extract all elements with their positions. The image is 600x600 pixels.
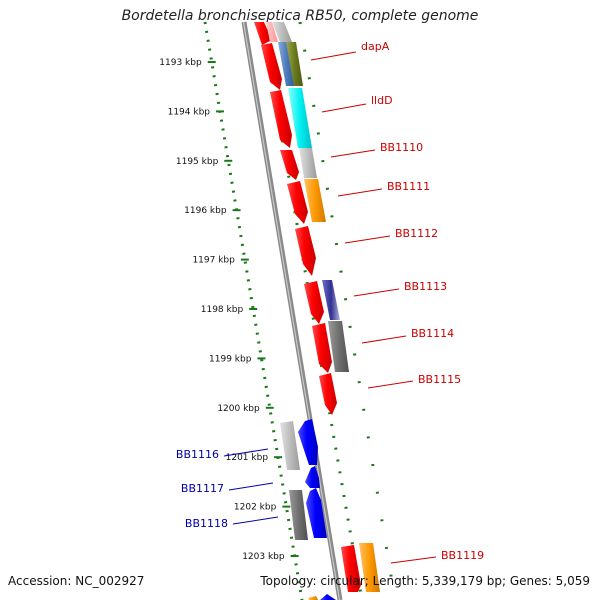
ruler-tick-label: 1196 kbp: [184, 206, 227, 216]
gene-leader-line: [228, 482, 274, 491]
gene-block-dapA-olive[interactable]: [286, 42, 303, 86]
gene-block-BB1113-navy[interactable]: [322, 280, 340, 320]
gene-label-bb1114[interactable]: BB1114: [411, 327, 454, 340]
accession-text: Accession: NC_002927: [8, 574, 145, 588]
gene-arrow-BB1111[interactable]: [287, 181, 308, 224]
gene-label-bb1113[interactable]: BB1113: [404, 280, 447, 293]
ruler-tick-label: 1199 kbp: [209, 354, 252, 364]
gene-leader-line: [344, 235, 391, 244]
gene-block-BB1118-dgray[interactable]: [289, 490, 308, 540]
gene-block-bottom-partial[interactable]: [308, 596, 318, 600]
gene-block-BB1114-dgray[interactable]: [328, 321, 349, 372]
gene-leader-line: [367, 380, 414, 389]
gene-leader-line: [223, 448, 269, 457]
gene-block-BB1116-gray[interactable]: [280, 421, 300, 470]
gene-leader-line: [337, 188, 383, 197]
gene-arrow-BB1115[interactable]: [319, 373, 337, 415]
gene-leader-line: [232, 516, 279, 525]
gene-arrow-BB1116[interactable]: [298, 419, 318, 465]
genome-summary-text: Topology: circular; Length: 5,339,179 bp…: [260, 574, 590, 588]
map-title: Bordetella bronchiseptica RB50, complete…: [121, 8, 479, 24]
gene-arrow-BB1110[interactable]: [280, 150, 299, 180]
gene-block-lldD-cyan[interactable]: [288, 88, 312, 148]
gene-arrow-BB1118[interactable]: [306, 488, 327, 538]
gene-label-bb1110[interactable]: BB1110: [380, 141, 423, 154]
ruler-tick-label: 1200 kbp: [217, 404, 260, 414]
ruler-tick-label: 1198 kbp: [201, 305, 244, 315]
gene-label-bb1119[interactable]: BB1119: [441, 549, 484, 562]
gene-leader-line: [321, 103, 367, 113]
ruler-tick-label: 1202 kbp: [234, 503, 277, 513]
gene-leader-line: [310, 51, 357, 61]
gene-leader-line: [390, 556, 437, 564]
gene-label-bb1118[interactable]: BB1118: [185, 517, 228, 530]
gene-block-top-gray[interactable]: [272, 22, 292, 42]
gene-leader-line: [361, 335, 407, 344]
gene-label-lldd[interactable]: lldD: [371, 94, 393, 107]
gene-arrow-dapA[interactable]: [261, 43, 282, 90]
gene-label-dapa[interactable]: dapA: [361, 40, 390, 53]
gene-block-dapA-steel[interactable]: [278, 42, 296, 86]
gene-arrow-bottom-partial[interactable]: [320, 594, 336, 600]
gene-label-bb1117[interactable]: BB1117: [181, 482, 224, 495]
gene-arrow-BB1114[interactable]: [312, 323, 332, 373]
gene-arrow-BB1113[interactable]: [304, 281, 324, 324]
gene-block-BB1110-gray[interactable]: [299, 148, 317, 178]
gene-arrow-BB1119[interactable]: [341, 545, 361, 592]
gene-arrow-lldD[interactable]: [270, 90, 292, 148]
gene-leader-line: [353, 288, 400, 297]
ruler-tick-label: 1201 kbp: [226, 453, 269, 463]
ruler-tick-label: 1197 kbp: [192, 256, 235, 266]
gene-block-BB1111-orange[interactable]: [304, 179, 326, 222]
gene-label-bb1112[interactable]: BB1112: [395, 227, 438, 240]
ruler-tick-label: 1195 kbp: [176, 157, 219, 167]
gene-leader-line: [330, 149, 376, 158]
gene-block-top-pink[interactable]: [266, 22, 278, 42]
ruler-tick-label: 1203 kbp: [242, 552, 285, 562]
ruler-tick-label: 1193 kbp: [159, 58, 202, 68]
gene-arrow-BB1117[interactable]: [305, 466, 320, 488]
gene-block-BB1119-orange[interactable]: [359, 543, 380, 592]
ruler: 1193 kbp 1194 kbp 1195 kbp 1196 kbp 1197 kbp…: [159, 21, 304, 600]
gene-label-bb1111[interactable]: BB1111: [387, 180, 430, 193]
gene-label-bb1116[interactable]: BB1116: [176, 448, 219, 461]
gene-arrow-BB1112[interactable]: [295, 226, 316, 276]
gene-label-bb1115[interactable]: BB1115: [418, 373, 461, 386]
ruler-tick-label: 1194 kbp: [168, 107, 211, 117]
gene-arrow-top-partial[interactable]: [254, 22, 272, 45]
